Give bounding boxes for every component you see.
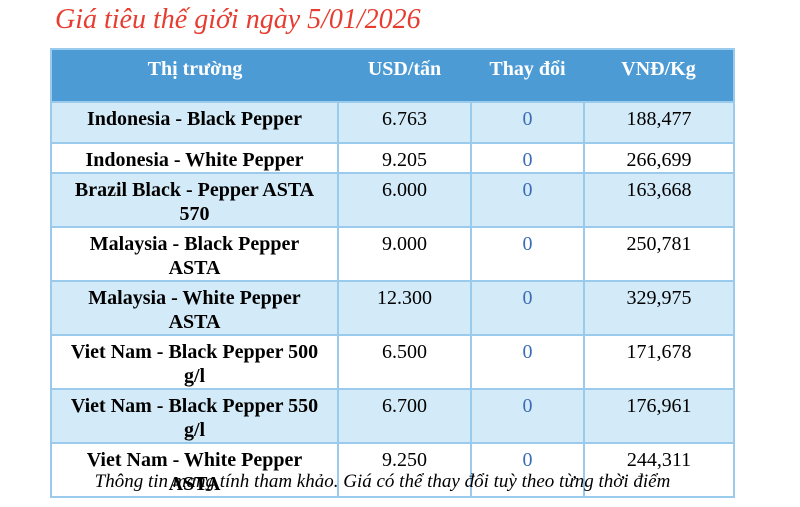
change-cell: 0 <box>470 442 585 498</box>
footnote: Thông tin mang tính tham khảo. Giá có th… <box>94 471 671 492</box>
price-table: Thị trường USD/tấn Thay đổi VNĐ/Kg Indon… <box>50 48 735 498</box>
table-row: Viet Nam - White Pepper ASTA 9.250 0 244… <box>50 442 735 498</box>
header-usd: USD/tấn <box>338 49 471 102</box>
table-header-row: Thị trường USD/tấn Thay đổi VNĐ/Kg <box>51 49 734 102</box>
header-change: Thay đổi <box>471 49 584 102</box>
market-cell: Indonesia - Black Pepper <box>50 101 339 144</box>
vnd-cell: 266,699 <box>583 142 735 174</box>
change-cell: 0 <box>470 334 585 390</box>
page-title: Giá tiêu thế giới ngày 5/01/2026 <box>55 4 421 35</box>
market-cell: Brazil Black - Pepper ASTA 570 <box>50 172 339 228</box>
change-cell: 0 <box>470 280 585 336</box>
change-cell: 0 <box>470 388 585 444</box>
table-row: Brazil Black - Pepper ASTA 570 6.000 0 1… <box>50 172 735 228</box>
market-cell: Indonesia - White Pepper <box>50 142 339 174</box>
vnd-cell: 250,781 <box>583 226 735 282</box>
usd-cell: 12.300 <box>337 280 472 336</box>
vnd-cell: 171,678 <box>583 334 735 390</box>
usd-cell: 6.000 <box>337 172 472 228</box>
market-cell: Viet Nam - Black Pepper 500 g/l <box>50 334 339 390</box>
usd-cell: 9.205 <box>337 142 472 174</box>
table-row: Malaysia - White Pepper ASTA 12.300 0 32… <box>50 280 735 336</box>
table-row: Malaysia - Black Pepper ASTA 9.000 0 250… <box>50 226 735 282</box>
change-cell: 0 <box>470 172 585 228</box>
market-cell: Viet Nam - Black Pepper 550 g/l <box>50 388 339 444</box>
vnd-cell: 176,961 <box>583 388 735 444</box>
usd-cell: 6.500 <box>337 334 472 390</box>
usd-cell: 9.000 <box>337 226 472 282</box>
market-cell: Malaysia - Black Pepper ASTA <box>50 226 339 282</box>
table-row: Indonesia - White Pepper 9.205 0 266,699 <box>50 142 735 174</box>
vnd-cell: 163,668 <box>583 172 735 228</box>
market-cell: Viet Nam - White Pepper ASTA <box>50 442 339 498</box>
table-row: Viet Nam - Black Pepper 500 g/l 6.500 0 … <box>50 334 735 390</box>
usd-cell: 9.250 <box>337 442 472 498</box>
header-vnd: VNĐ/Kg <box>584 49 734 102</box>
change-cell: 0 <box>470 101 585 144</box>
table-row: Viet Nam - Black Pepper 550 g/l 6.700 0 … <box>50 388 735 444</box>
header-market: Thị trường <box>51 49 338 102</box>
usd-cell: 6.763 <box>337 101 472 144</box>
change-cell: 0 <box>470 142 585 174</box>
market-cell: Malaysia - White Pepper ASTA <box>50 280 339 336</box>
vnd-cell: 244,311 <box>583 442 735 498</box>
change-cell: 0 <box>470 226 585 282</box>
vnd-cell: 188,477 <box>583 101 735 144</box>
vnd-cell: 329,975 <box>583 280 735 336</box>
table-row: Indonesia - Black Pepper 6.763 0 188,477 <box>50 101 735 144</box>
usd-cell: 6.700 <box>337 388 472 444</box>
